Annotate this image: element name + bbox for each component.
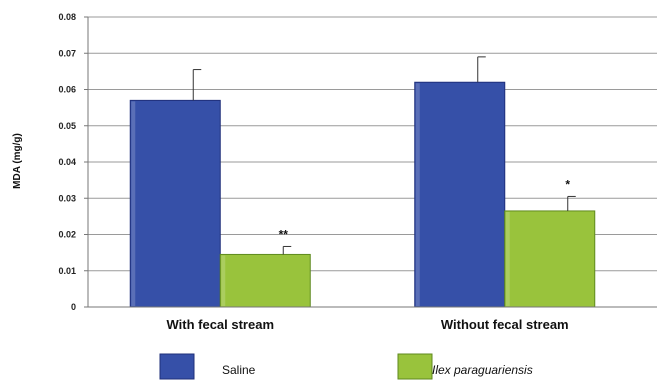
bars: *** [129,56,596,308]
bar-highlight [131,101,136,306]
y-tick-label: 0.04 [58,157,76,167]
x-category-label: Without fecal stream [441,317,569,332]
x-category-labels: With fecal stream Without fecal stream [166,317,568,332]
bar-highlight [505,211,510,306]
bar [504,210,596,308]
legend-swatch [397,353,433,380]
legend-swatch [159,353,195,380]
bar-highlight [221,255,226,306]
y-tick-label: 0.01 [58,266,76,276]
y-tick-label: 0.03 [58,193,76,203]
y-tick-labels: 0 0.01 0.02 0.03 0.04 0.05 0.06 0.07 0.08 [58,12,88,312]
legend-label: Saline [222,363,256,377]
y-axis-label: MDA (mg/g) [12,133,23,189]
x-category-label: With fecal stream [166,317,274,332]
y-tick-label: 0.02 [58,230,76,240]
bar-highlight [415,83,420,306]
significance-marker: * [565,177,570,191]
bar [219,253,311,308]
y-tick-label: 0.08 [58,12,76,22]
legend-label: Ilex paraguariensis [432,363,533,377]
y-tick-label: 0 [71,302,76,312]
y-tick-label: 0.06 [58,85,76,95]
y-tick-label: 0.05 [58,121,76,131]
y-tick-label: 0.07 [58,48,76,58]
legend: Saline Ilex paraguariensis [159,353,533,380]
bar [129,99,221,308]
significance-marker: ** [279,227,289,241]
bar [414,81,506,308]
